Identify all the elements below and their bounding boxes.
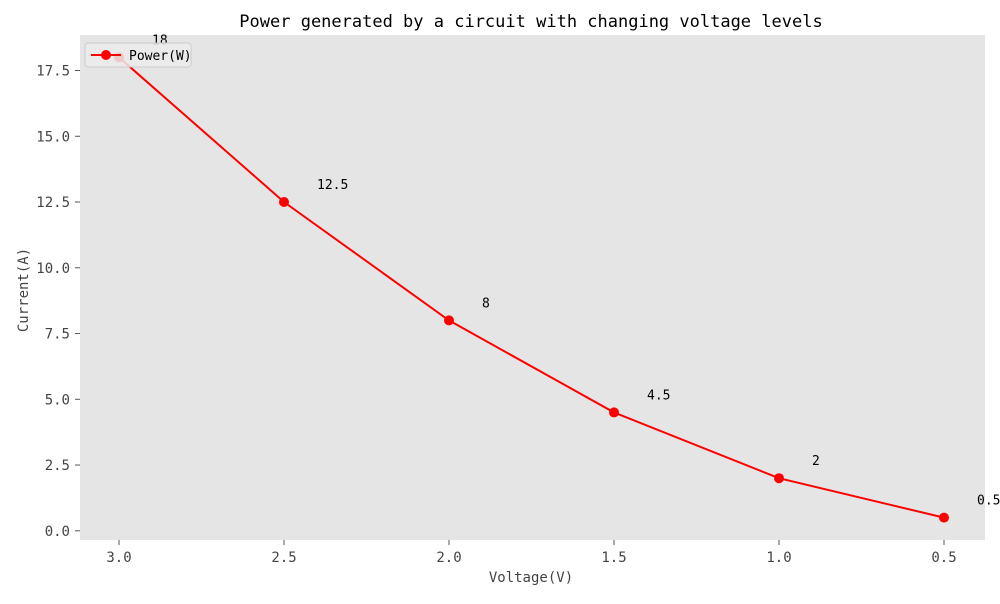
- y-tick-label: 15.0: [36, 129, 70, 145]
- x-tick-label: 1.5: [601, 550, 626, 566]
- series-lines: [118, 56, 945, 519]
- data-point: [774, 473, 784, 484]
- x-tick-label: 1.0: [766, 550, 791, 566]
- data-label: 2: [812, 454, 820, 469]
- y-ticks: 0.0 2.5 5.0 7.5 10.0 12.5 15.0 17.5: [36, 64, 80, 540]
- x-axis-label: Voltage(V): [489, 570, 573, 586]
- x-tick-label: 2.0: [436, 550, 461, 566]
- y-tick-label: 2.5: [45, 458, 70, 474]
- legend-box: [84, 42, 192, 68]
- data-point: [609, 407, 619, 418]
- data-label: 8: [482, 296, 490, 311]
- y-tick-label: 0.0: [45, 524, 70, 540]
- legend: Power(W): [84, 42, 192, 68]
- data-point: [939, 512, 949, 523]
- y-axis-label: Current(A): [16, 248, 32, 332]
- legend-label: Power(W): [129, 49, 192, 64]
- y-tick-label: 17.5: [36, 64, 70, 80]
- plot-area: [80, 35, 985, 540]
- data-point: [279, 197, 289, 208]
- data-label: 0.5: [977, 494, 1000, 509]
- chart-title: Power generated by a circuit with changi…: [239, 12, 822, 32]
- y-tick-label: 12.5: [36, 195, 70, 211]
- series-line: [118, 56, 945, 519]
- data-label: 4.5: [647, 388, 670, 403]
- data-label: 12.5: [317, 178, 348, 193]
- y-tick-label: 5.0: [45, 392, 70, 408]
- data-point: [444, 315, 454, 326]
- x-ticks: 3.0 2.5 2.0 1.5 1.0 0.5: [106, 540, 957, 566]
- x-tick-label: 3.0: [106, 550, 131, 566]
- x-tick-label: 0.5: [931, 550, 956, 566]
- y-tick-label: 10.0: [36, 261, 70, 277]
- y-tick-label: 7.5: [45, 327, 70, 343]
- x-tick-label: 2.5: [271, 550, 296, 566]
- legend-marker: [101, 50, 111, 60]
